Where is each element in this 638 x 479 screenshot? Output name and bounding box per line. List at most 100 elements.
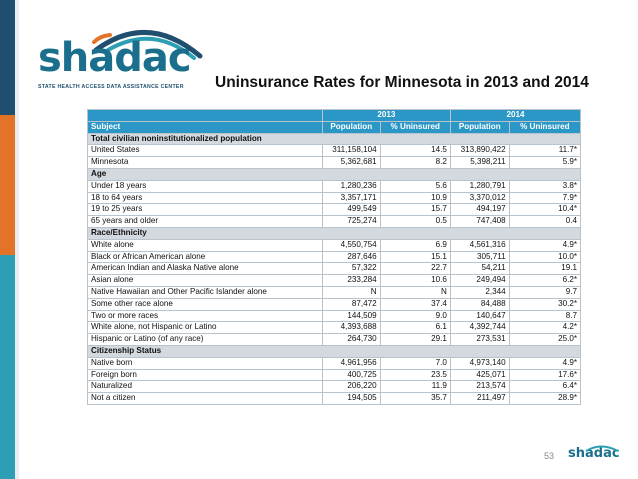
population-2014-header: Population	[449, 120, 510, 134]
uninsured-2014-cell: 11.7*	[508, 144, 582, 158]
uninsured-2014-cell: 10.4*	[508, 203, 582, 217]
population-2013-cell: 311,158,104	[321, 144, 381, 158]
population-2014-cell: 140,647	[449, 309, 510, 323]
column-header-row: Subject Population % Uninsured Populatio…	[87, 120, 582, 134]
table-row: Native born 4,961,956 7.0 4,973,140 4.9*	[87, 356, 582, 370]
uninsured-2014-cell: 8.7	[508, 309, 582, 323]
table-row: Asian alone 233,284 10.6 249,494 6.2*	[87, 274, 582, 287]
section-title: Age	[87, 167, 581, 181]
subject-cell: 65 years and older	[87, 215, 323, 228]
uninsured-2014-cell: 28.9*	[508, 392, 582, 405]
population-2014-cell: 213,574	[449, 380, 510, 394]
section-title: Citizenship Status	[87, 344, 581, 358]
uninsured-2013-cell: 22.7	[379, 262, 451, 276]
population-2013-cell: N	[321, 285, 381, 299]
subject-cell: Two or more races	[87, 309, 323, 323]
table-row: American Indian and Alaska Native alone 5…	[87, 262, 582, 276]
subject-cell: Native born	[87, 356, 323, 370]
uninsured-2013-cell: 6.1	[379, 321, 451, 335]
year-2013-header: 2013	[321, 109, 451, 122]
uninsured-2013-cell: 15.1	[379, 250, 451, 264]
subject-cell: Some other race alone	[87, 297, 323, 311]
uninsurance-table: 2013 2014 Subject Population % Uninsured…	[87, 109, 582, 405]
uninsured-2014-cell: 6.2*	[508, 274, 582, 287]
population-2014-cell: 273,531	[449, 333, 510, 346]
population-2013-cell: 4,393,688	[321, 321, 381, 335]
population-2013-cell: 5,362,681	[321, 156, 381, 169]
population-2013-cell: 206,220	[321, 380, 381, 394]
uninsured-2013-cell: 0.5	[379, 215, 451, 228]
uninsured-2014-cell: 9.7	[508, 285, 582, 299]
population-2013-cell: 499,549	[321, 203, 381, 217]
table-row: White alone, not Hispanic or Latino 4,393…	[87, 321, 582, 335]
population-2013-cell: 4,550,754	[321, 238, 381, 252]
uninsured-2013-cell: 15.7	[379, 203, 451, 217]
table-row: Black or African American alone 287,646 15…	[87, 250, 582, 264]
uninsured-2013-cell: N	[379, 285, 451, 299]
population-2013-cell: 57,322	[321, 262, 381, 276]
uninsured-2014-cell: 0.4	[508, 215, 582, 228]
population-2013-cell: 233,284	[321, 274, 381, 287]
page-number: 53	[544, 451, 555, 461]
subject-cell: Minnesota	[87, 156, 323, 169]
section-header-row: Total civilian noninstitutionalized popu…	[87, 132, 581, 146]
uninsured-2014-cell: 17.6*	[508, 368, 582, 382]
shadac-logo: shadac STATE HEALTH ACCESS DATA ASSISTAN…	[38, 22, 223, 92]
logo-wordmark: shadac	[38, 35, 192, 81]
uninsured-2013-cell: 35.7	[379, 392, 451, 405]
subject-cell: American Indian and Alaska Native alone	[87, 262, 323, 276]
population-2013-cell: 287,646	[321, 250, 381, 264]
population-2013-cell: 3,357,171	[321, 191, 381, 205]
subject-cell: Naturalized	[87, 380, 323, 394]
population-2013-cell: 725,274	[321, 215, 381, 228]
logo-arc-icon	[92, 30, 203, 60]
subject-cell: White alone	[87, 238, 323, 252]
uninsured-2013-cell: 37.4	[379, 297, 451, 311]
population-2014-cell: 305,711	[449, 250, 510, 264]
logo-tagline: STATE HEALTH ACCESS DATA ASSISTANCE CENT…	[38, 84, 184, 90]
uninsured-2014-cell: 25.0*	[508, 333, 582, 346]
sidebar-stripe-orange	[0, 115, 15, 255]
population-2014-cell: 84,488	[449, 297, 510, 311]
table-row: White alone 4,550,754 6.9 4,561,316 4.9*	[87, 238, 582, 252]
subject-cell: Under 18 years	[87, 179, 323, 193]
subject-cell: Not a citizen	[87, 392, 323, 405]
uninsured-2013-cell: 14.5	[379, 144, 451, 158]
population-2014-cell: 747,408	[449, 215, 510, 228]
uninsured-2014-cell: 3.8*	[508, 179, 582, 193]
population-2013-cell: 264,730	[321, 333, 381, 346]
population-2014-cell: 211,497	[449, 392, 510, 405]
uninsured-2014-cell: 4.9*	[508, 238, 582, 252]
uninsured-2013-cell: 10.9	[379, 191, 451, 205]
section-header-row: Citizenship Status	[87, 344, 581, 358]
header-blank-cell	[87, 109, 323, 122]
subject-cell: 19 to 25 years	[87, 203, 323, 217]
population-2013-header: Population	[321, 120, 381, 134]
uninsured-2014-cell: 10.0*	[508, 250, 582, 264]
section-title: Total civilian noninstitutionalized popu…	[87, 132, 581, 146]
uninsured-2013-cell: 9.0	[379, 309, 451, 323]
uninsured-2014-cell: 4.9*	[508, 356, 582, 370]
section-header-row: Age	[87, 167, 581, 181]
population-2014-cell: 425,071	[449, 368, 510, 382]
section-title: Race/Ethnicity	[87, 226, 581, 240]
uninsured-2013-cell: 8.2	[379, 156, 451, 169]
uninsured-2014-cell: 5.9*	[508, 156, 582, 169]
population-2013-cell: 144,509	[321, 309, 381, 323]
table-row: Some other race alone 87,472 37.4 84,488 30.…	[87, 297, 582, 311]
population-2013-cell: 400,725	[321, 368, 381, 382]
population-2014-cell: 5,398,211	[449, 156, 510, 169]
subject-cell: White alone, not Hispanic or Latino	[87, 321, 323, 335]
uninsured-2013-cell: 10.6	[379, 274, 451, 287]
uninsured-2013-cell: 5.6	[379, 179, 451, 193]
table-row: 18 to 64 years 3,357,171 10.9 3,370,012 7.9*	[87, 191, 582, 205]
table-row: Two or more races 144,509 9.0 140,647 8.7	[87, 309, 582, 323]
population-2013-cell: 194,505	[321, 392, 381, 405]
uninsured-2013-cell: 11.9	[379, 380, 451, 394]
sidebar-divider	[15, 0, 19, 479]
uninsured-2013-cell: 6.9	[379, 238, 451, 252]
uninsured-2014-cell: 4.2*	[508, 321, 582, 335]
year-header-row: 2013 2014	[87, 109, 582, 122]
population-2014-cell: 3,370,012	[449, 191, 510, 205]
footer-logo: shadac	[568, 445, 623, 465]
